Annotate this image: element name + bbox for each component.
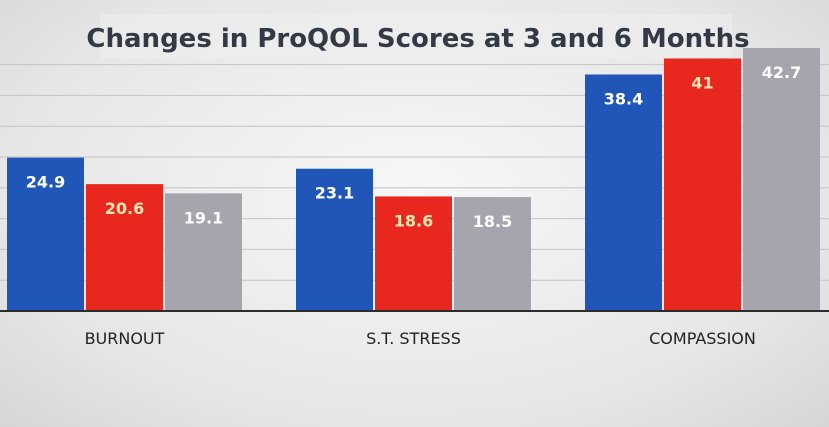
bar — [165, 193, 242, 311]
bars — [7, 48, 820, 312]
bar — [743, 48, 820, 312]
data-label: 24.9 — [26, 173, 65, 192]
category-labels: BURNOUT S.T. STRESS COMPASSION — [85, 329, 756, 348]
category-label: COMPASSION — [649, 329, 756, 348]
bar — [86, 184, 163, 311]
data-label: 41 — [691, 73, 713, 92]
data-label: 20.6 — [105, 199, 144, 218]
data-label: 23.1 — [315, 184, 354, 203]
title-backdrop — [100, 14, 732, 58]
bar — [585, 74, 662, 311]
bar — [454, 197, 531, 311]
value-labels: 24.9 20.6 19.1 23.1 18.6 18.5 38.4 41 42.7 — [26, 63, 801, 231]
data-label: 42.7 — [762, 63, 801, 82]
category-label: BURNOUT — [85, 329, 165, 348]
data-label: 19.1 — [184, 208, 223, 227]
bar — [7, 157, 84, 311]
bar — [664, 58, 741, 312]
data-label: 18.5 — [473, 212, 512, 231]
bar — [296, 168, 373, 311]
data-label: 18.6 — [394, 211, 433, 230]
bar — [375, 196, 452, 311]
category-label: S.T. STRESS — [366, 329, 461, 348]
chart-title: Changes in ProQOL Scores at 3 and 6 Mont… — [86, 24, 749, 54]
data-label: 38.4 — [604, 89, 643, 108]
